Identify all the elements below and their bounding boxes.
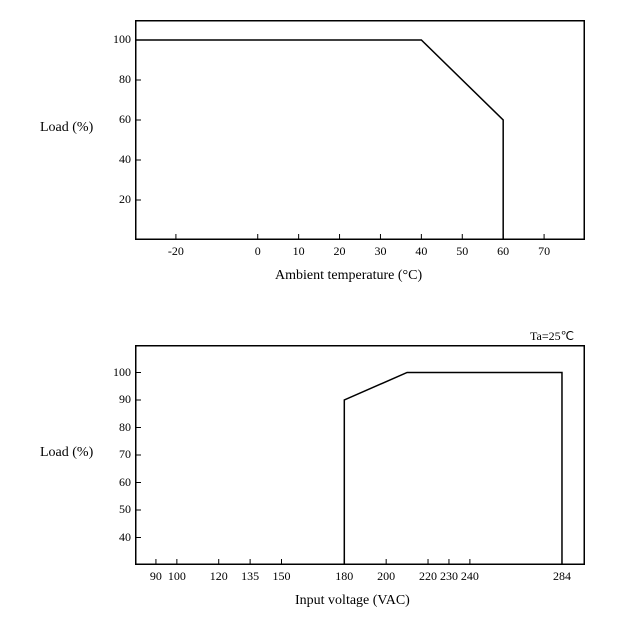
chart-2-svg xyxy=(135,345,585,565)
x-tick-label: 70 xyxy=(529,244,559,259)
chart-2-ylabel: Load (%) xyxy=(40,445,93,461)
chart-1-xlabel: Ambient temperature (°C) xyxy=(275,268,422,284)
y-tick-label: 80 xyxy=(103,420,131,435)
x-tick-label: 60 xyxy=(488,244,518,259)
x-tick-label: 20 xyxy=(325,244,355,259)
chart-1-container xyxy=(135,20,585,240)
x-tick-label: 135 xyxy=(235,569,265,584)
y-tick-label: 40 xyxy=(103,152,131,167)
y-tick-label: 40 xyxy=(103,530,131,545)
x-tick-label: 240 xyxy=(455,569,485,584)
y-tick-label: 50 xyxy=(103,502,131,517)
y-tick-label: 100 xyxy=(103,32,131,47)
y-tick-label: 90 xyxy=(103,392,131,407)
x-tick-label: 284 xyxy=(547,569,577,584)
plot-border xyxy=(136,21,585,240)
x-tick-label: 0 xyxy=(243,244,273,259)
chart-2-annotation: Ta=25℃ xyxy=(530,329,574,344)
chart-1-svg xyxy=(135,20,585,240)
chart-1-ylabel: Load (%) xyxy=(40,120,93,136)
y-tick-label: 60 xyxy=(103,112,131,127)
x-tick-label: 120 xyxy=(204,569,234,584)
x-tick-label: 50 xyxy=(447,244,477,259)
x-tick-label: 30 xyxy=(365,244,395,259)
x-tick-label: 180 xyxy=(329,569,359,584)
chart-2-container xyxy=(135,345,585,565)
x-tick-label: -20 xyxy=(161,244,191,259)
y-tick-label: 20 xyxy=(103,192,131,207)
y-tick-label: 60 xyxy=(103,475,131,490)
x-tick-label: 10 xyxy=(284,244,314,259)
x-tick-label: 100 xyxy=(162,569,192,584)
y-tick-label: 70 xyxy=(103,447,131,462)
y-tick-label: 80 xyxy=(103,72,131,87)
chart-2-xlabel: Input voltage (VAC) xyxy=(295,593,410,609)
y-tick-label: 100 xyxy=(103,365,131,380)
x-tick-label: 150 xyxy=(267,569,297,584)
x-tick-label: 40 xyxy=(406,244,436,259)
x-tick-label: 200 xyxy=(371,569,401,584)
plot-border xyxy=(136,346,585,565)
